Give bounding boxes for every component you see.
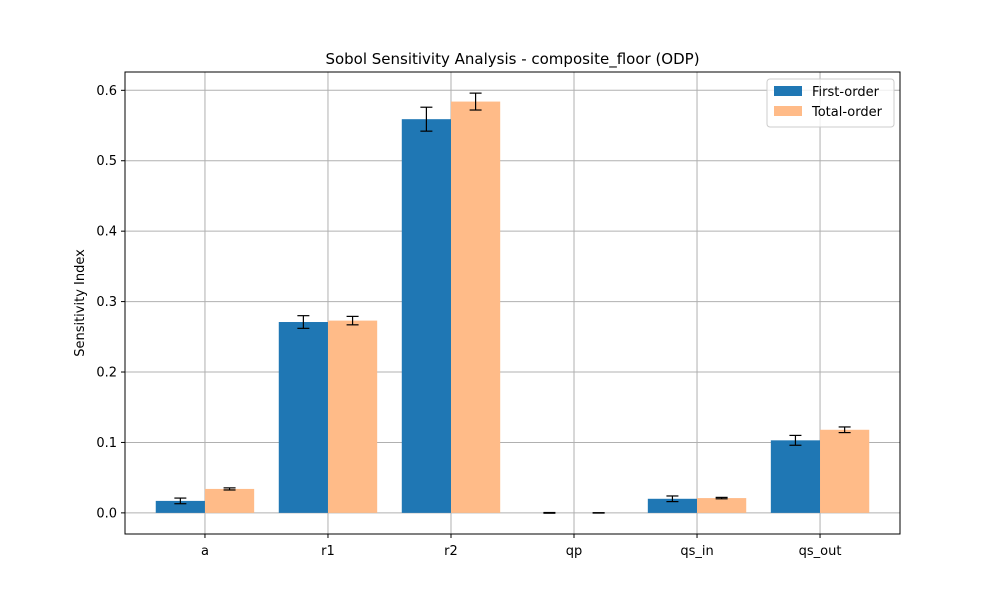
y-tick-label: 0.5 <box>96 154 117 169</box>
y-tick-label: 0.4 <box>96 225 117 240</box>
x-tick-label: r1 <box>321 544 335 559</box>
legend: First-order Total-order <box>766 78 895 128</box>
x-axis-ticks: a r1 r2 qp qs_in qs_out <box>201 534 841 559</box>
bar-total-order <box>450 101 501 513</box>
axes-frame <box>124 71 901 535</box>
chart-title: Sobol Sensitivity Analysis - composite_f… <box>325 50 699 69</box>
y-axis-ticks: 0.0 0.1 0.2 0.3 0.4 0.5 0.6 <box>96 84 125 521</box>
bar-first-order <box>647 498 698 513</box>
bar-first-order <box>401 119 451 513</box>
y-tick-label: 0.2 <box>96 366 117 381</box>
y-tick-label: 0.3 <box>96 295 117 310</box>
bar-total-order <box>697 498 747 513</box>
bar-total-order <box>327 320 378 513</box>
legend-label-first-order: First-order <box>812 85 880 100</box>
y-tick-label: 0.0 <box>96 506 117 521</box>
bars <box>155 101 870 513</box>
bar-first-order <box>770 440 821 513</box>
legend-swatch-total-order <box>774 106 802 116</box>
y-tick-label: 0.6 <box>96 84 117 99</box>
x-tick-label: r2 <box>444 544 458 559</box>
bar-first-order <box>155 500 205 513</box>
y-axis-label: Sensitivity Index <box>73 249 88 357</box>
legend-swatch-first-order <box>774 86 802 96</box>
bar-total-order <box>204 488 255 513</box>
x-tick-label: qs_out <box>799 544 842 559</box>
error-bars <box>174 92 851 514</box>
x-tick-label: qs_in <box>680 544 713 559</box>
bar-total-order <box>820 429 870 513</box>
y-tick-label: 0.1 <box>96 436 117 451</box>
legend-label-total-order: Total-order <box>811 105 883 120</box>
bar-first-order <box>278 322 328 513</box>
x-tick-label: qp <box>566 544 583 559</box>
x-tick-label: a <box>201 544 209 559</box>
